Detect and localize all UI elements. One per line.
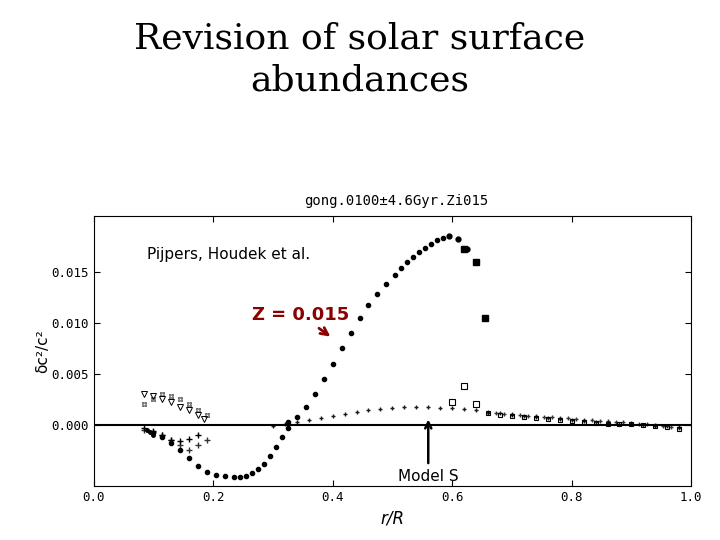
Text: Pijpers, Houdek et al.: Pijpers, Houdek et al. xyxy=(148,247,310,261)
Text: Model S: Model S xyxy=(398,422,459,484)
X-axis label: r/R: r/R xyxy=(380,509,405,528)
Text: Revision of solar surface
abundances: Revision of solar surface abundances xyxy=(135,22,585,98)
Text: gong.0100±4.6Gyr.Zi015: gong.0100±4.6Gyr.Zi015 xyxy=(304,194,488,208)
Y-axis label: δc²/c²: δc²/c² xyxy=(35,329,50,373)
Text: Z = 0.015: Z = 0.015 xyxy=(252,306,349,335)
